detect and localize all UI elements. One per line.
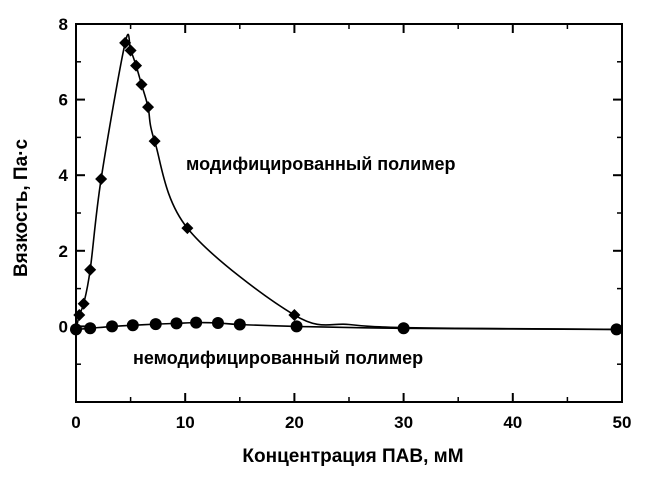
y-tick-label: 2	[59, 242, 68, 261]
data-point-unmodified	[397, 322, 410, 335]
data-point-unmodified	[233, 318, 246, 331]
x-tick-label: 40	[503, 413, 522, 432]
x-tick-label: 10	[176, 413, 195, 432]
y-tick-label: 6	[59, 91, 68, 110]
data-point-unmodified	[610, 323, 623, 336]
data-point-unmodified	[190, 316, 203, 329]
data-point-modified	[130, 59, 143, 72]
y-tick-label: 8	[59, 15, 68, 34]
data-point-modified	[95, 172, 108, 185]
data-point-modified	[135, 78, 148, 91]
y-axis-title: Вязкость, Па·с	[11, 139, 32, 278]
data-point-modified	[181, 222, 194, 235]
data-point-modified	[84, 263, 97, 276]
data-point-unmodified	[126, 319, 139, 332]
x-tick-label: 0	[71, 413, 80, 432]
data-point-modified	[142, 101, 155, 114]
data-point-unmodified	[70, 323, 82, 336]
data-point-modified	[77, 297, 90, 310]
y-tick-label: 0	[59, 317, 68, 336]
x-axis-title: Концентрация ПАВ, мМ	[242, 446, 463, 467]
data-point-unmodified	[290, 320, 303, 333]
x-tick-label: 20	[285, 413, 304, 432]
data-point-unmodified	[211, 316, 224, 329]
curve-modified-polymer	[75, 33, 623, 331]
data-point-modified	[119, 36, 132, 49]
data-point-modified	[148, 135, 161, 148]
data-point-unmodified	[170, 317, 183, 330]
data-point-unmodified	[106, 320, 119, 333]
x-tick-label: 50	[613, 413, 632, 432]
annotation-unmodified-polymer: немодифицированный полимер	[133, 348, 423, 368]
data-point-modified	[73, 309, 86, 322]
data-point-unmodified	[149, 318, 162, 331]
data-point-unmodified	[84, 322, 97, 335]
data-point-modified	[124, 44, 137, 57]
plot-frame	[75, 23, 623, 403]
x-tick-label: 30	[394, 413, 413, 432]
annotation-modified-polymer: модифицированный полимер	[186, 154, 456, 174]
data-point-modified	[288, 309, 301, 322]
y-tick-label: 4	[59, 166, 69, 185]
